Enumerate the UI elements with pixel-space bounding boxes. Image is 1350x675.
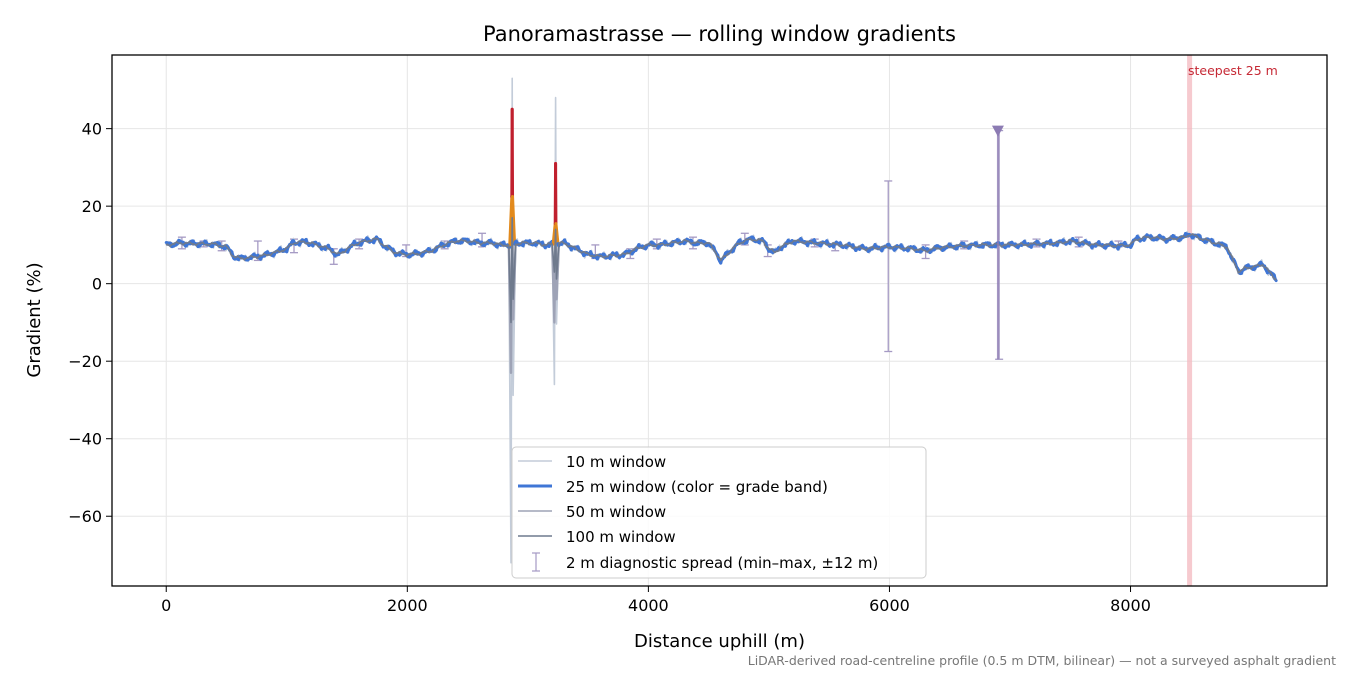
footnote: LiDAR-derived road-centreline profile (0… bbox=[748, 653, 1336, 668]
y-axis-label: Gradient (%) bbox=[24, 262, 45, 377]
diagnostic-errorbar bbox=[884, 180, 893, 353]
legend-label-50m: 50 m window bbox=[566, 503, 666, 521]
series-100m-line bbox=[165, 217, 1277, 324]
steepest-annotation: steepest 25 m bbox=[1188, 63, 1278, 78]
y-tick-label: 20 bbox=[82, 197, 102, 216]
legend-swatch-errorbar bbox=[532, 552, 540, 572]
annotation-band-layer bbox=[1187, 55, 1193, 586]
x-tick-label: 6000 bbox=[869, 596, 910, 615]
legend-label-10m: 10 m window bbox=[566, 453, 666, 471]
y-tick-label: 40 bbox=[82, 120, 102, 139]
legend-label-diagnostic: 2 m diagnostic spread (min–max, ±12 m) bbox=[566, 554, 878, 572]
legend: 10 m window 25 m window (color = grade b… bbox=[511, 446, 927, 579]
y-tick-label: −20 bbox=[68, 352, 102, 371]
x-tick-label: 8000 bbox=[1110, 596, 1151, 615]
legend-label-100m: 100 m window bbox=[566, 528, 676, 546]
tick-layer: 0 2000 4000 6000 8000 40 20 0 −20 −40 −60 bbox=[68, 120, 1151, 615]
plot-frame bbox=[111, 54, 1328, 587]
chart-title: Panoramastrasse — rolling window gradien… bbox=[483, 22, 956, 46]
legend-label-25m: 25 m window (color = grade band) bbox=[566, 478, 828, 496]
marker-layer bbox=[991, 125, 1004, 360]
y-tick-label: −40 bbox=[68, 430, 102, 449]
steepest-band bbox=[1187, 55, 1193, 586]
y-tick-label: −60 bbox=[68, 507, 102, 526]
x-tick-label: 4000 bbox=[628, 596, 669, 615]
x-tick-label: 0 bbox=[161, 596, 171, 615]
y-tick-label: 0 bbox=[92, 275, 102, 294]
x-tick-label: 2000 bbox=[387, 596, 428, 615]
x-axis-label: Distance uphill (m) bbox=[634, 631, 805, 652]
series-layer bbox=[164, 77, 1278, 564]
series-25m-segment bbox=[511, 194, 517, 246]
legend-box bbox=[511, 446, 927, 579]
series-25m-segment bbox=[554, 222, 560, 246]
